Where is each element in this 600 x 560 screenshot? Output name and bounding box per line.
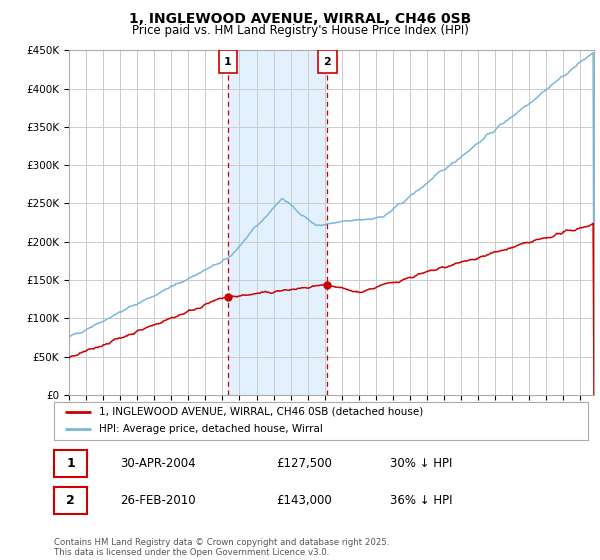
Text: £127,500: £127,500 (276, 457, 332, 470)
Text: 1, INGLEWOOD AVENUE, WIRRAL, CH46 0SB: 1, INGLEWOOD AVENUE, WIRRAL, CH46 0SB (129, 12, 471, 26)
Text: 1: 1 (66, 457, 75, 470)
FancyBboxPatch shape (318, 50, 337, 73)
Text: 2: 2 (66, 493, 75, 507)
Text: Contains HM Land Registry data © Crown copyright and database right 2025.
This d: Contains HM Land Registry data © Crown c… (54, 538, 389, 557)
Text: 30-APR-2004: 30-APR-2004 (120, 457, 196, 470)
Text: Price paid vs. HM Land Registry's House Price Index (HPI): Price paid vs. HM Land Registry's House … (131, 24, 469, 36)
Text: 30% ↓ HPI: 30% ↓ HPI (390, 457, 452, 470)
Text: HPI: Average price, detached house, Wirral: HPI: Average price, detached house, Wirr… (100, 424, 323, 435)
Text: 36% ↓ HPI: 36% ↓ HPI (390, 493, 452, 507)
Text: 1: 1 (224, 57, 232, 67)
Text: 26-FEB-2010: 26-FEB-2010 (120, 493, 196, 507)
Text: £143,000: £143,000 (276, 493, 332, 507)
Text: 2: 2 (323, 57, 331, 67)
Bar (228, 50, 328, 395)
Text: 1, INGLEWOOD AVENUE, WIRRAL, CH46 0SB (detached house): 1, INGLEWOOD AVENUE, WIRRAL, CH46 0SB (d… (100, 407, 424, 417)
FancyBboxPatch shape (218, 50, 238, 73)
